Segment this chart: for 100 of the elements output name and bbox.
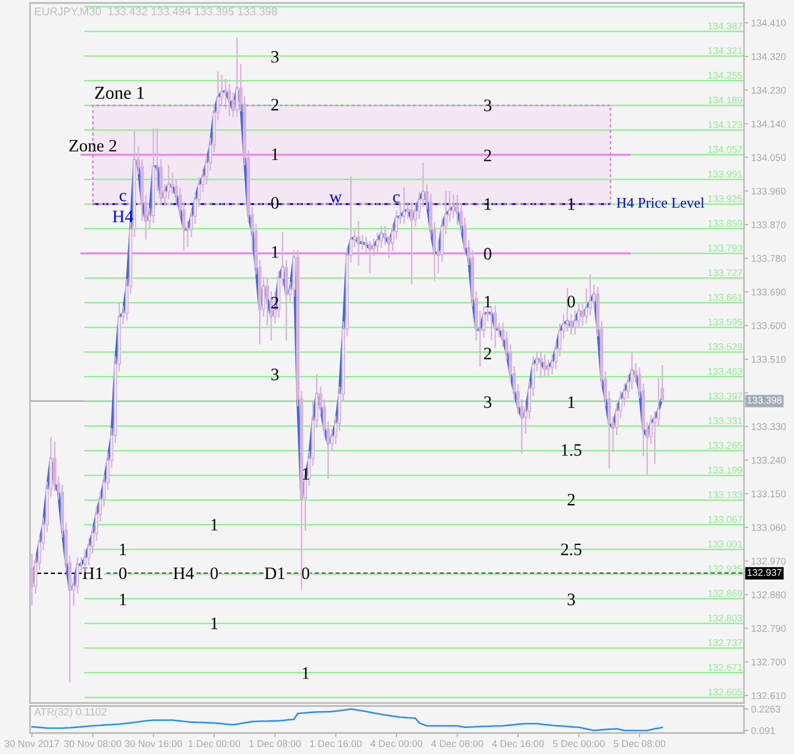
- annotation: D1: [264, 568, 284, 580]
- y-tick-label: 0.2263: [751, 706, 780, 713]
- ref-line-label: 133.529: [708, 343, 742, 350]
- x-tick-label: 4 Dec 00:00: [370, 740, 422, 748]
- annotation: 1: [272, 148, 278, 160]
- ref-line-label: 132.671: [708, 664, 742, 671]
- y-tick-label: 133.330: [752, 423, 786, 430]
- y-tick-label: 133.780: [752, 254, 786, 262]
- band-label: Zone 1: [95, 86, 144, 99]
- x-tick-label: 4 Dec 16:00: [492, 740, 544, 748]
- annotation: 0: [210, 567, 218, 580]
- y-tick-label: 133.600: [752, 322, 786, 330]
- ref-line-label: 132.937: [748, 569, 782, 576]
- y-tick-label: 132.790: [752, 624, 786, 632]
- ref-line-label: 133.398: [748, 396, 782, 404]
- ref-line-label: 133.727: [708, 269, 742, 276]
- ref-line-label: 133.661: [708, 294, 742, 301]
- ref-line-label: 133.397: [708, 392, 742, 400]
- y-tick-label: 132.610: [752, 692, 786, 700]
- y-tick-label: 134.230: [752, 86, 786, 94]
- annotation: 2: [484, 348, 492, 360]
- annotation: 1: [272, 246, 278, 258]
- ref-line-label: 133.067: [708, 516, 742, 523]
- annotation: 0: [271, 197, 279, 209]
- annotation: 0: [302, 567, 310, 580]
- y-tick-label: 133.510: [752, 356, 786, 363]
- x-tick-label: 4 Dec 08:00: [431, 740, 484, 748]
- ref-line-label: 133.265: [708, 442, 742, 449]
- annotation: 2.5: [561, 544, 582, 556]
- y-tick-label: 133.690: [752, 288, 786, 296]
- ref-line-label: 133.331: [708, 417, 742, 424]
- y-tick-label: 133.060: [752, 524, 786, 531]
- x-tick-label: 1 Dec 08:00: [249, 740, 301, 748]
- ref-line-label: 133.001: [708, 540, 742, 548]
- ref-line-label: 133.925: [708, 195, 742, 202]
- annotation: 1: [120, 594, 126, 606]
- x-tick-label: 5 Dec 08:00: [614, 740, 666, 748]
- ref-line-label: 132.605: [708, 688, 742, 696]
- annotation: H4: [173, 568, 194, 579]
- x-tick-label: 1 Dec 16:00: [310, 740, 362, 748]
- y-tick-label: 132.880: [752, 591, 786, 598]
- annotation: 0: [119, 567, 126, 580]
- annotation: c: [393, 194, 400, 203]
- annotation: 0: [568, 296, 575, 308]
- y-tick-label: 134.320: [752, 53, 786, 60]
- x-tick-label: 1 Dec 00:00: [188, 740, 240, 748]
- ref-line-label: H4 Price Level: [616, 197, 704, 208]
- annotation: 1: [568, 396, 575, 408]
- x-tick-label: 30 Nov 2017: [4, 740, 59, 748]
- x-tick-label: 30 Nov 08:00: [64, 740, 122, 748]
- y-tick-label: 133.240: [752, 456, 786, 464]
- x-tick-label: 30 Nov 16:00: [124, 740, 182, 748]
- y-tick-label: 0.091: [751, 727, 775, 734]
- ref-line-label: 134.387: [708, 22, 742, 30]
- ref-line-label: 133.133: [708, 491, 742, 498]
- ref-line-label: 133.793: [708, 244, 742, 252]
- y-tick-label: 132.700: [752, 658, 786, 666]
- annotation: 1: [302, 667, 309, 679]
- ref-line-label: 132.935: [708, 565, 742, 572]
- chart-title: EURJPY,M30 133.432 133.494 133.395 133.398: [35, 7, 277, 17]
- y-tick-label: 134.410: [752, 20, 786, 26]
- annotation: c: [120, 192, 126, 202]
- annotation: 3: [484, 396, 492, 408]
- y-tick-label: 134.140: [752, 120, 786, 128]
- ref-line-label: 134.057: [708, 146, 742, 153]
- y-tick-label: 133.870: [752, 221, 786, 228]
- annotation: 1: [484, 296, 491, 308]
- annotation: 3: [271, 50, 279, 63]
- ref-line-label: 132.737: [708, 639, 742, 646]
- ref-line-label: 133.463: [708, 368, 742, 375]
- annotation: 1.5: [562, 444, 582, 456]
- annotation: 3: [271, 368, 279, 380]
- ref-line-label: 133.595: [708, 318, 742, 326]
- ref-line-label: 132.803: [708, 614, 742, 622]
- chart-title: ATR(32) 0.1102: [34, 708, 106, 718]
- annotation: 2: [484, 150, 492, 162]
- ref-line-label: 134.189: [708, 96, 742, 104]
- annotation: 3: [568, 594, 575, 606]
- ref-line-label: 133.199: [708, 466, 742, 474]
- y-tick-label: 133.960: [752, 188, 786, 195]
- ref-line-label: 133.991: [708, 170, 742, 178]
- annotation: w: [329, 194, 342, 203]
- annotation: 1: [484, 198, 491, 210]
- y-tick-label: 134.050: [752, 154, 786, 161]
- ref-line-label: 134.321: [708, 47, 742, 54]
- y-tick-label: 133.150: [752, 490, 786, 498]
- annotation: 1: [120, 544, 126, 556]
- annotation: 1: [211, 618, 218, 630]
- x-tick-label: 5 Dec 00:00: [552, 740, 605, 748]
- ref-line-label: 133.859: [708, 220, 742, 227]
- annotation: 3: [484, 100, 492, 112]
- annotation: 2: [568, 494, 575, 506]
- y-tick-label: 132.970: [752, 558, 786, 565]
- annotation: 1: [211, 518, 218, 530]
- ref-line-label: 134.255: [708, 72, 742, 79]
- annotation: Zone 2: [69, 140, 116, 152]
- annotation: 2: [271, 98, 278, 110]
- annotation: 0: [484, 248, 492, 260]
- ref-line-label: 132.869: [708, 590, 742, 597]
- ref-line-label: 134.123: [708, 121, 742, 128]
